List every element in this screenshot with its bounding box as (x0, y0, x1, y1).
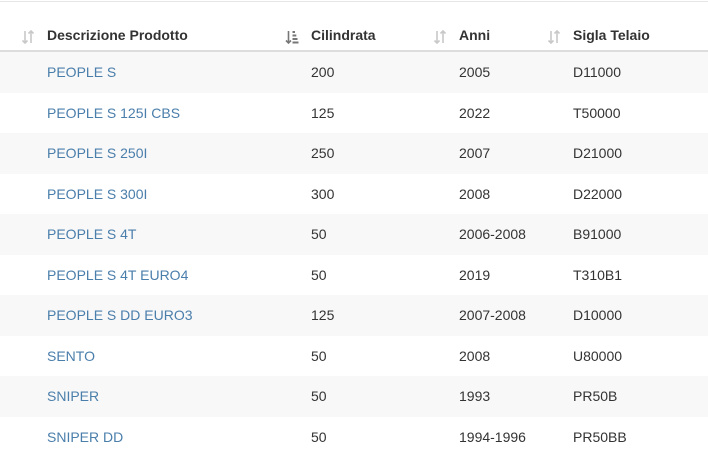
table-row: PEOPLE S 300I 300 2008 D22000 (0, 174, 708, 215)
sort-active-icon[interactable] (285, 30, 299, 44)
table-header: Descrizione Prodotto Cilindrata Anni (0, 18, 708, 52)
sort-inactive-icon[interactable] (21, 30, 35, 44)
table-row: SNIPER 50 1993 PR50B (0, 376, 708, 417)
cilindrata-cell: 50 (311, 347, 327, 364)
cilindrata-cell: 250 (311, 145, 335, 162)
column-header-sigla[interactable]: Sigla Telaio (573, 26, 650, 43)
anni-cell: 2006-2008 (459, 226, 526, 243)
column-header-descrizione[interactable]: Descrizione Prodotto (47, 26, 188, 43)
product-link[interactable]: SENTO (47, 347, 95, 364)
cilindrata-cell: 200 (311, 64, 335, 81)
table-row: PEOPLE S 125I CBS 125 2022 T50000 (0, 93, 708, 134)
sigla-cell: D21000 (573, 145, 623, 162)
product-link[interactable]: PEOPLE S 4T (47, 226, 137, 243)
table-row: PEOPLE S DD EURO3 125 2007-2008 D10000 (0, 295, 708, 336)
sigla-cell: D10000 (573, 307, 623, 324)
sigla-cell: PR50BB (573, 428, 627, 445)
cilindrata-cell: 50 (311, 266, 327, 283)
sigla-cell: D11000 (573, 64, 622, 81)
sigla-cell: T50000 (573, 104, 621, 121)
column-header-cilindrata[interactable]: Cilindrata (311, 26, 376, 43)
anni-cell: 2022 (459, 104, 491, 121)
sigla-cell: D22000 (573, 185, 623, 202)
sigla-cell: T310B1 (573, 266, 623, 283)
sort-inactive-icon[interactable] (433, 30, 447, 44)
product-link[interactable]: SNIPER (47, 388, 100, 405)
product-link[interactable]: PEOPLE S 250I (47, 145, 148, 162)
table-row: PEOPLE S 250I 250 2007 D21000 (0, 133, 708, 174)
cilindrata-cell: 300 (311, 185, 335, 202)
table-row: SNIPER DD 50 1994-1996 PR50BB (0, 417, 708, 458)
sigla-cell: B91000 (573, 226, 622, 243)
sigla-cell: PR50B (573, 388, 618, 405)
product-link[interactable]: PEOPLE S 4T EURO4 (47, 266, 189, 283)
product-link[interactable]: PEOPLE S (47, 64, 117, 81)
sort-inactive-icon[interactable] (547, 30, 561, 44)
table-row: PEOPLE S 4T 50 2006-2008 B91000 (0, 214, 708, 255)
product-link[interactable]: PEOPLE S DD EURO3 (47, 307, 193, 324)
cilindrata-cell: 50 (311, 428, 327, 445)
cilindrata-cell: 125 (311, 104, 335, 121)
column-header-anni[interactable]: Anni (459, 26, 491, 43)
anni-cell: 2008 (459, 347, 491, 364)
anni-cell: 1993 (459, 388, 491, 405)
product-table: Descrizione Prodotto Cilindrata Anni (0, 18, 708, 457)
anni-cell: 1994-1996 (459, 428, 526, 445)
cilindrata-cell: 50 (311, 226, 327, 243)
table-row: PEOPLE S 4T EURO4 50 2019 T310B1 (0, 255, 708, 296)
anni-cell: 2019 (459, 266, 491, 283)
product-link[interactable]: PEOPLE S 125I CBS (47, 104, 181, 121)
table-row: PEOPLE S 200 2005 D11000 (0, 52, 708, 93)
anni-cell: 2007-2008 (459, 307, 526, 324)
anni-cell: 2007 (459, 145, 491, 162)
anni-cell: 2008 (459, 185, 491, 202)
table-body: PEOPLE S 200 2005 D11000 PEOPLE S 125I C… (0, 52, 708, 457)
sigla-cell: U80000 (573, 347, 623, 364)
product-link[interactable]: SNIPER DD (47, 428, 124, 445)
cilindrata-cell: 125 (311, 307, 335, 324)
product-link[interactable]: PEOPLE S 300I (47, 185, 148, 202)
cilindrata-cell: 50 (311, 388, 327, 405)
table-row: SENTO 50 2008 U80000 (0, 336, 708, 377)
anni-cell: 2005 (459, 64, 491, 81)
top-divider (0, 1, 708, 2)
